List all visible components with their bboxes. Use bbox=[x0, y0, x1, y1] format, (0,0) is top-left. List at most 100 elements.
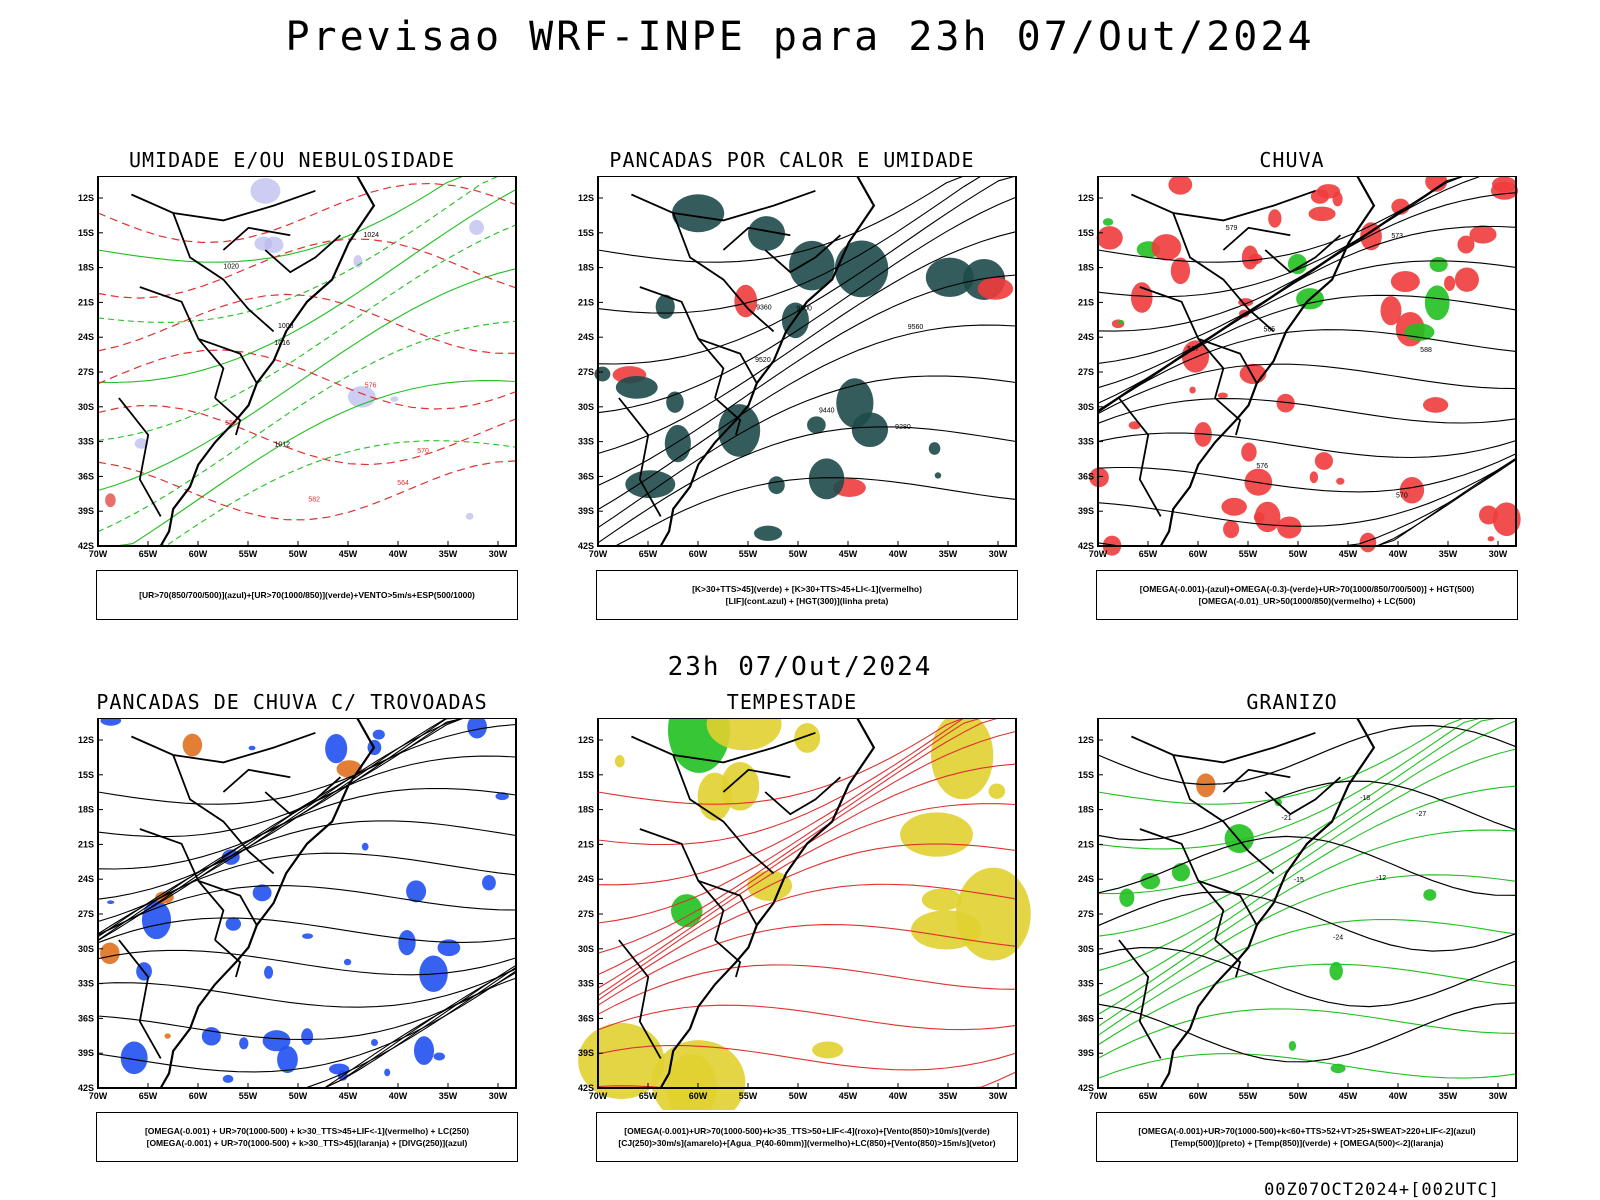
lat-tick-label: 21S bbox=[578, 839, 594, 849]
contour-line bbox=[597, 1044, 1017, 1071]
contour-line bbox=[1097, 918, 1517, 1036]
shaded-region bbox=[734, 284, 758, 318]
contour-label: 576 bbox=[365, 383, 377, 390]
contour-line bbox=[597, 375, 1017, 529]
contour-line bbox=[597, 1004, 1017, 1031]
contour-line bbox=[597, 718, 1016, 846]
panel-tempestade: TEMPESTADE 12S 15S 18S 21S 24S 27S 30S 33S 36S 39S… bbox=[552, 690, 1032, 1185]
lat-tick-label: 30S bbox=[78, 402, 94, 412]
lat-tick-label: 15S bbox=[578, 770, 594, 780]
lat-tick-label: 30S bbox=[78, 944, 94, 954]
shaded-region bbox=[164, 1033, 171, 1039]
shaded-region bbox=[413, 1036, 435, 1065]
lat-tick-label: 33S bbox=[1078, 979, 1094, 989]
shaded-region bbox=[1308, 206, 1336, 222]
shaded-region bbox=[768, 476, 785, 495]
contour-label: -15 bbox=[1294, 877, 1304, 884]
secondary-contour bbox=[1097, 1002, 1517, 1063]
lat-tick-label: 30S bbox=[578, 944, 594, 954]
contour-line bbox=[97, 949, 517, 976]
lon-tick-label: 45W bbox=[1339, 549, 1358, 559]
lat-tick-label: 33S bbox=[78, 979, 94, 989]
map-frame bbox=[1097, 176, 1517, 547]
shaded-region bbox=[1422, 397, 1449, 413]
lat-tick-label: 27S bbox=[578, 367, 594, 377]
lon-tick-label: 50W bbox=[1289, 1091, 1308, 1101]
shaded-region bbox=[1171, 862, 1191, 882]
lat-tick-label: 33S bbox=[578, 979, 594, 989]
lat-tick-label: 24S bbox=[78, 874, 94, 884]
map-umidade: 1016 1012 1008 1020 1024 552 564 570 576 582 12S 15… bbox=[78, 176, 517, 559]
contour-label: 582 bbox=[308, 496, 320, 503]
map-pancadas-calor: 9600 9560 9520 9440 9360 9280 12S 15S 18S 21S 24S 2… bbox=[578, 176, 1017, 559]
lon-tick-label: 70W bbox=[1089, 549, 1108, 559]
shaded-region bbox=[664, 424, 691, 463]
lon-tick-label: 30W bbox=[1489, 1091, 1508, 1101]
contour-line bbox=[597, 883, 1017, 1001]
map-frame bbox=[597, 176, 1017, 547]
secondary-contour bbox=[1097, 946, 1517, 1008]
shaded-region bbox=[105, 493, 116, 508]
shaded-region bbox=[1492, 176, 1517, 193]
contour-line bbox=[97, 852, 517, 935]
lon-tick-label: 30W bbox=[489, 1091, 508, 1101]
shaded-region bbox=[1425, 176, 1448, 192]
country-border bbox=[131, 189, 316, 222]
contour-label: 588 bbox=[1420, 347, 1432, 354]
map-frame bbox=[597, 718, 1017, 1089]
shaded-region bbox=[1399, 476, 1425, 504]
shaded-region bbox=[277, 1046, 298, 1074]
shaded-region bbox=[370, 1038, 378, 1047]
lon-tick-label: 55W bbox=[1239, 549, 1258, 559]
shaded-region bbox=[921, 888, 962, 911]
contour-line bbox=[1097, 720, 1517, 937]
shaded-region bbox=[1168, 176, 1193, 195]
lon-tick-label: 70W bbox=[589, 549, 608, 559]
lat-tick-label: 21S bbox=[578, 297, 594, 307]
country-border bbox=[639, 828, 725, 941]
contour-line bbox=[97, 320, 517, 533]
lat-tick-label: 42S bbox=[1078, 1083, 1094, 1093]
lon-tick-label: 40W bbox=[889, 1091, 908, 1101]
shaded-region bbox=[1277, 516, 1302, 539]
lat-tick-label: 42S bbox=[578, 541, 594, 551]
lat-tick-label: 21S bbox=[1078, 297, 1094, 307]
shaded-region bbox=[1119, 888, 1135, 907]
contour-label: 1016 bbox=[274, 340, 290, 347]
shaded-region bbox=[301, 1028, 314, 1045]
shaded-region bbox=[1329, 961, 1343, 981]
lat-tick-label: 33S bbox=[78, 437, 94, 447]
contour-line bbox=[1097, 829, 1517, 1015]
lon-tick-label: 45W bbox=[839, 549, 858, 559]
contour-line bbox=[597, 924, 1017, 1006]
shaded-region bbox=[1170, 257, 1191, 285]
country-border bbox=[764, 776, 841, 816]
contour-line bbox=[1097, 718, 1516, 805]
contour-line bbox=[597, 231, 1017, 455]
contour-line bbox=[597, 803, 1017, 989]
coastline bbox=[159, 718, 376, 1089]
shaded-region bbox=[1380, 295, 1402, 326]
contour-line bbox=[1097, 1053, 1517, 1079]
country-border bbox=[197, 879, 258, 926]
shaded-region bbox=[614, 754, 625, 768]
lon-tick-label: 60W bbox=[189, 1091, 208, 1101]
shaded-region bbox=[1288, 1040, 1297, 1051]
shaded-region bbox=[120, 1041, 148, 1075]
shaded-region bbox=[469, 220, 485, 235]
contour-label: -12 bbox=[1376, 875, 1386, 882]
shaded-region bbox=[134, 438, 148, 449]
legend-text: [OMEGA(-0.001) + UR>70(1000-500) + k>30_… bbox=[144, 1126, 470, 1136]
shaded-region bbox=[753, 525, 783, 541]
contour-label: 9280 bbox=[895, 424, 911, 431]
contour-line bbox=[1097, 432, 1517, 459]
shaded-region bbox=[671, 194, 725, 233]
shaded-region bbox=[465, 512, 474, 520]
shaded-region bbox=[1429, 256, 1448, 273]
shaded-region bbox=[1241, 245, 1259, 270]
lon-tick-label: 70W bbox=[589, 1091, 608, 1101]
lat-tick-label: 39S bbox=[1078, 1048, 1094, 1058]
contour-line bbox=[97, 224, 517, 442]
shaded-region bbox=[1423, 889, 1437, 901]
country-border bbox=[697, 879, 758, 926]
